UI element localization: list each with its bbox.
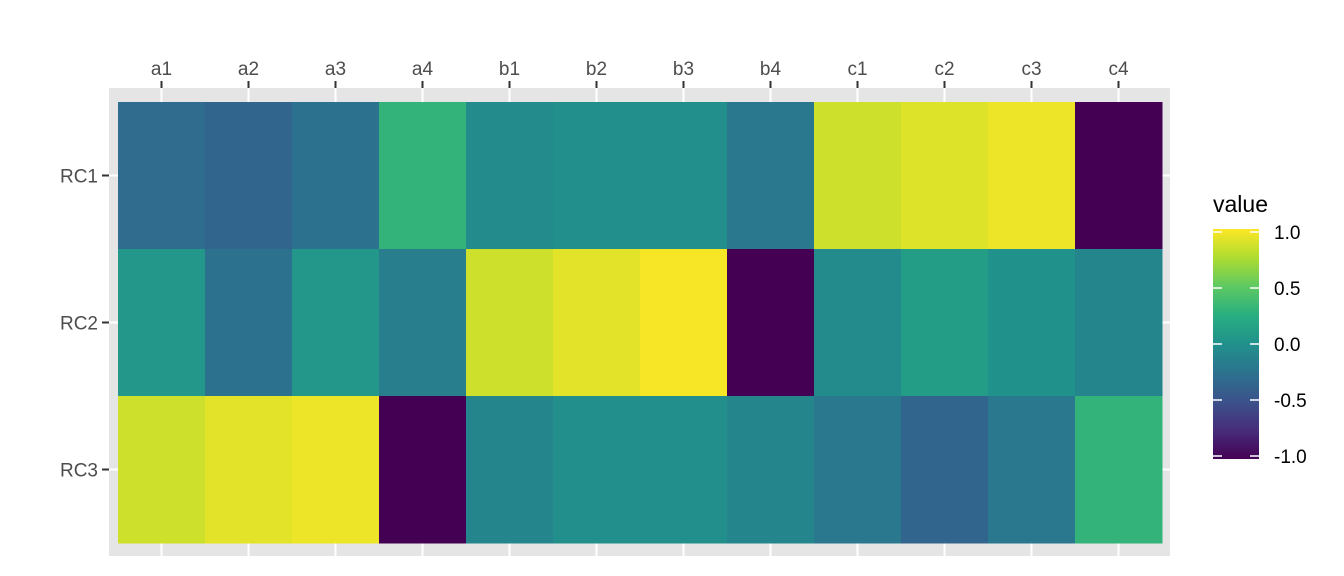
x-tick-label: c2: [934, 59, 954, 80]
heatmap-cell-rc1-c2: [901, 102, 989, 250]
heatmap-cell-rc1-c4: [1075, 102, 1163, 250]
legend-tick-label: 0.0: [1274, 335, 1300, 356]
heatmap-cell-rc1-b1: [466, 102, 554, 250]
x-tick-label: a1: [151, 59, 172, 80]
heatmap-cell-rc1-a1: [118, 102, 206, 250]
x-tick-label: c1: [847, 59, 867, 80]
heatmap-cell-rc3-a4: [379, 396, 467, 544]
heatmap-cell-rc1-c3: [988, 102, 1076, 250]
x-tick-label: a2: [238, 59, 259, 80]
heatmap-cell-rc1-b4: [727, 102, 815, 250]
heatmap-cell-rc3-a3: [292, 396, 380, 544]
x-tick-label: c3: [1021, 59, 1041, 80]
heatmap-cell-rc3-b2: [553, 396, 641, 544]
heatmap-cells: [118, 102, 1163, 544]
heatmap-cell-rc1-b3: [640, 102, 728, 250]
y-tick-label: RC2: [60, 314, 98, 335]
heatmap-cell-rc2-c4: [1075, 249, 1163, 397]
heatmap-cell-rc1-c1: [814, 102, 902, 250]
heatmap-cell-rc2-c2: [901, 249, 989, 397]
heatmap-cell-rc3-c4: [1075, 396, 1163, 544]
legend-tick-label: -0.5: [1274, 391, 1307, 412]
heatmap-cell-rc3-a2: [205, 396, 293, 544]
heatmap-cell-rc2-b4: [727, 249, 815, 397]
heatmap-cell-rc3-c3: [988, 396, 1076, 544]
x-axis: a1 a2 a3 a4 b1 b2 b3 b4 c1 c2 c3 c4: [151, 59, 1129, 88]
legend-tick-label: 0.5: [1274, 279, 1300, 300]
heatmap-cell-rc1-b2: [553, 102, 641, 250]
heatmap-cell-rc2-b2: [553, 249, 641, 397]
heatmap-cell-rc2-a1: [118, 249, 206, 397]
heatmap-cell-rc2-c1: [814, 249, 902, 397]
y-axis: RC1 RC2 RC3: [60, 167, 109, 482]
heatmap-cell-rc3-a1: [118, 396, 206, 544]
x-tick-label: c4: [1108, 59, 1129, 80]
heatmap-cell-rc3-b1: [466, 396, 554, 544]
y-tick-label: RC3: [60, 461, 98, 482]
heatmap-cell-rc1-a3: [292, 102, 380, 250]
heatmap-cell-rc2-b1: [466, 249, 554, 397]
legend-title: value: [1213, 191, 1268, 217]
legend-ticks: 1.0 0.5 0.0 -0.5 -1.0: [1213, 223, 1307, 468]
legend-tick-label: 1.0: [1274, 223, 1300, 244]
heatmap-cell-rc1-a4: [379, 102, 467, 250]
y-tick-label: RC1: [60, 167, 98, 188]
heatmap-cell-rc2-a2: [205, 249, 293, 397]
x-tick-label: b2: [586, 59, 607, 80]
x-tick-label: a4: [412, 59, 434, 80]
x-tick-label: b3: [673, 59, 694, 80]
heatmap-cell-rc3-b4: [727, 396, 815, 544]
heatmap-cell-rc2-b3: [640, 249, 728, 397]
legend-tick-label: -1.0: [1274, 447, 1307, 468]
x-tick-label: b4: [760, 59, 782, 80]
heatmap-cell-rc2-c3: [988, 249, 1076, 397]
x-tick-label: a3: [325, 59, 346, 80]
heatmap-cell-rc3-b3: [640, 396, 728, 544]
heatmap-cell-rc3-c2: [901, 396, 989, 544]
x-tick-label: b1: [499, 59, 520, 80]
heatmap-cell-rc3-c1: [814, 396, 902, 544]
color-legend: value 1.0 0.5 0.0 -0.5 -1.0: [1213, 191, 1307, 468]
heatmap-cell-rc2-a3: [292, 249, 380, 397]
heatmap-cell-rc1-a2: [205, 102, 293, 250]
heatmap-cell-rc2-a4: [379, 249, 467, 397]
